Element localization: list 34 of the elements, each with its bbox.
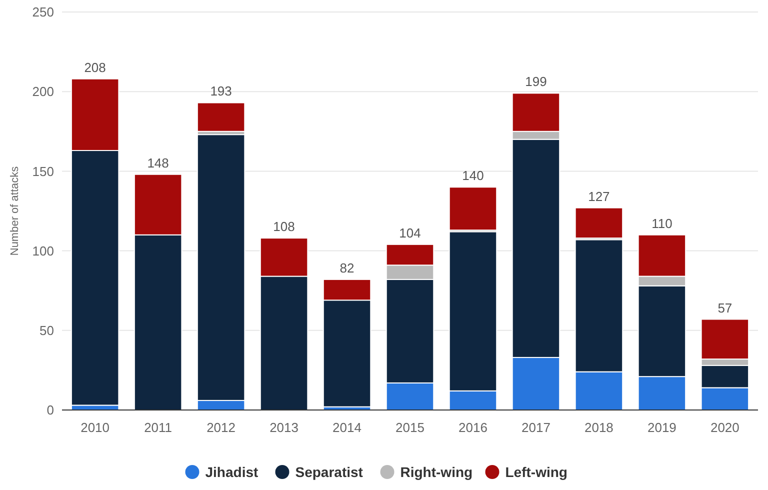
legend-label: Separatist bbox=[295, 464, 364, 480]
total-label: 140 bbox=[462, 168, 484, 184]
x-tick-label: 2012 bbox=[206, 420, 236, 435]
x-tick-label: 2014 bbox=[332, 420, 362, 435]
total-label: 110 bbox=[652, 216, 672, 231]
total-label: 193 bbox=[210, 84, 232, 99]
x-tick-label: 2020 bbox=[710, 420, 740, 435]
legend-label: Right-wing bbox=[400, 464, 473, 480]
total-label: 199 bbox=[525, 74, 547, 90]
x-tick-label: 2016 bbox=[458, 420, 488, 435]
total-label: 208 bbox=[84, 60, 106, 75]
x-tick-label: 2011 bbox=[144, 420, 172, 435]
total-label: 108 bbox=[273, 219, 295, 234]
x-tick-label: 2019 bbox=[647, 420, 676, 435]
x-tick-label: 2017 bbox=[522, 420, 550, 435]
legend-label: Jihadist bbox=[205, 464, 258, 480]
legend-label: Left-wing bbox=[505, 464, 568, 480]
x-tick-label: 2010 bbox=[80, 420, 110, 435]
total-label: 148 bbox=[147, 155, 169, 170]
y-axis-title: Number of attacks bbox=[9, 166, 21, 256]
total-label: 82 bbox=[340, 260, 354, 276]
y-tick-label: 100 bbox=[32, 243, 54, 258]
x-tick-label: 2013 bbox=[270, 420, 298, 435]
y-tick-label: 150 bbox=[32, 164, 54, 179]
y-tick-label: 50 bbox=[40, 322, 54, 338]
total-label: 57 bbox=[718, 300, 732, 316]
y-tick-label: 200 bbox=[32, 84, 54, 100]
total-label: 127 bbox=[588, 188, 610, 204]
y-tick-label: 250 bbox=[32, 4, 54, 20]
bar bbox=[196, 102, 246, 132]
total-label: 104 bbox=[399, 225, 421, 240]
y-tick-label: 0 bbox=[46, 402, 54, 418]
x-tick-label: 2018 bbox=[584, 420, 614, 435]
x-tick-label: 2015 bbox=[396, 420, 424, 435]
